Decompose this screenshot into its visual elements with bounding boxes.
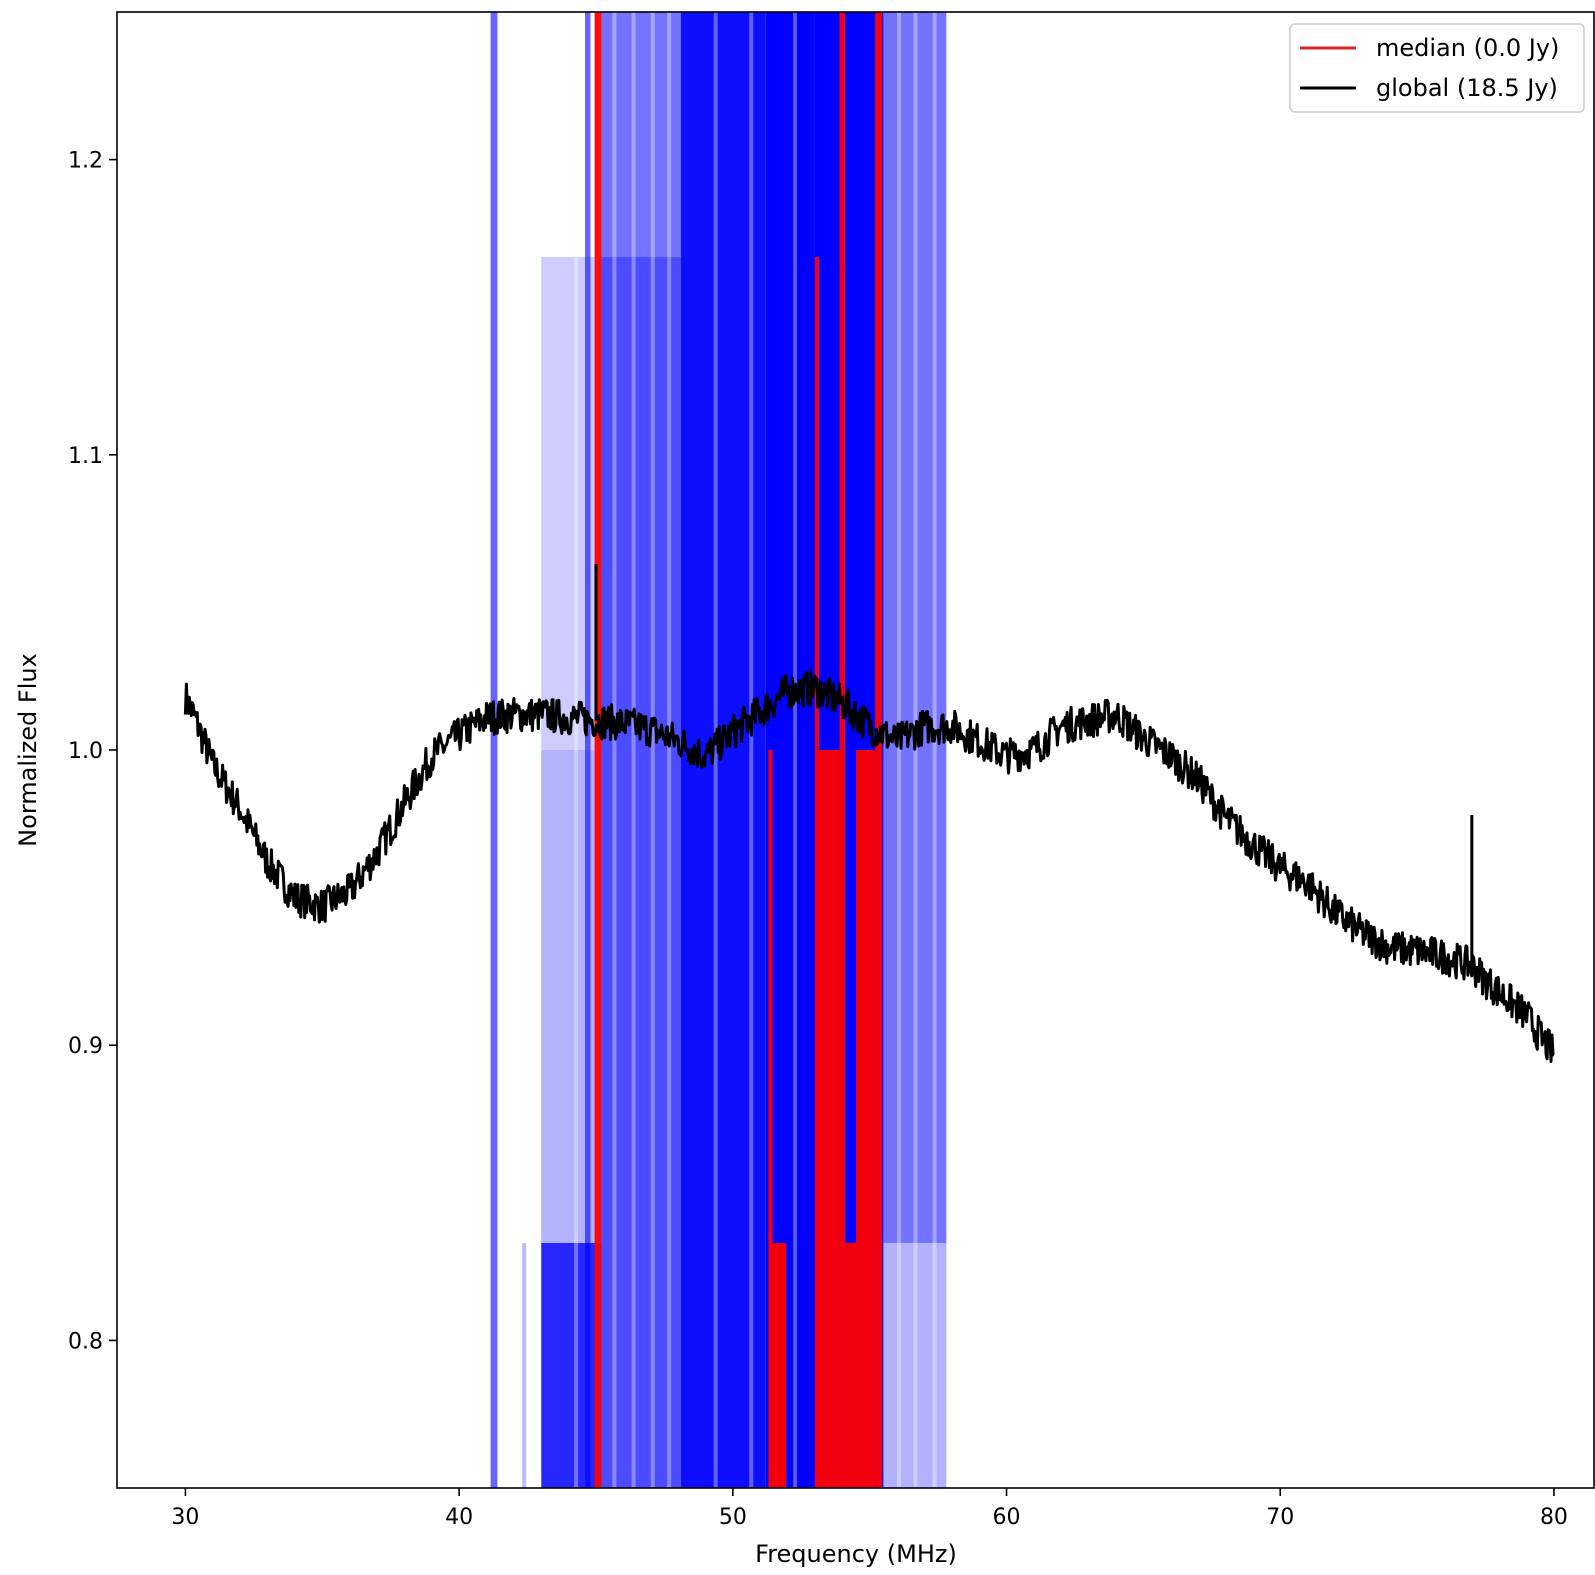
- rfi-flag-band-9: [765, 12, 815, 1488]
- median-segment-1: [768, 750, 773, 1488]
- y-tick-label-1: 0.9: [68, 1034, 103, 1059]
- rfi-streak-3: [650, 12, 655, 1488]
- x-tick-label-3: 60: [993, 1505, 1021, 1530]
- rfi-flag-layer: [490, 12, 947, 1488]
- x-tick-label-5: 80: [1540, 1505, 1568, 1530]
- median-segment-3: [814, 257, 820, 1488]
- median-segment-4: [819, 750, 840, 1488]
- series-layer: [183, 564, 1555, 1063]
- median-segment-5: [839, 12, 846, 1488]
- y-axis: 0.8 0.9 1.0 1.1 1.2: [68, 149, 117, 1354]
- rfi-flag-band-2: [541, 1242, 602, 1488]
- x-tick-label-0: 30: [171, 1505, 199, 1530]
- x-tick-label-4: 70: [1266, 1505, 1294, 1530]
- legend-label-1: global (18.5 Jy): [1376, 74, 1558, 102]
- y-tick-label-3: 1.1: [68, 444, 103, 469]
- legend: median (0.0 Jy) global (18.5 Jy): [1289, 23, 1585, 113]
- legend-box: [1289, 23, 1585, 113]
- rfi-streak-2: [631, 12, 636, 1488]
- x-axis-label: Frequency (MHz): [755, 1540, 957, 1568]
- rfi-flag-band-0: [490, 12, 498, 1488]
- x-tick-label-1: 40: [445, 1505, 473, 1530]
- rfi-flag-band-12: [883, 1242, 947, 1488]
- rfi-streak-10: [932, 12, 937, 1488]
- rfi-streak-1: [612, 12, 617, 1488]
- global-series-line: [183, 669, 1555, 1063]
- rfi-streak-0: [574, 12, 579, 1488]
- y-tick-label-0: 0.8: [68, 1329, 103, 1354]
- rfi-flag-band-7: [601, 257, 681, 1488]
- rfi-flag-band-4: [541, 257, 602, 750]
- rfi-streak-7: [793, 12, 798, 1488]
- x-tick-label-2: 50: [719, 1505, 747, 1530]
- rfi-flag-band-1: [522, 1242, 527, 1488]
- median-segment-7: [856, 750, 876, 1488]
- x-axis: 30 40 50 60 70 80: [171, 1488, 1568, 1530]
- rfi-flag-band-3: [541, 750, 602, 1243]
- median-layer: [594, 12, 883, 1488]
- y-axis-label: Normalized Flux: [14, 653, 42, 847]
- rfi-flag-band-5: [585, 12, 591, 1488]
- rfi-flag-band-11: [883, 12, 947, 1243]
- y-tick-label-4: 1.2: [68, 149, 103, 174]
- rfi-streak-6: [749, 12, 754, 1488]
- median-segment-6: [845, 1242, 856, 1488]
- rfi-streak-4: [667, 12, 672, 1488]
- y-tick-label-2: 1.0: [68, 739, 103, 764]
- median-segment-2: [772, 1242, 787, 1488]
- rfi-streak-5: [713, 12, 718, 1488]
- rfi-streak-8: [897, 12, 902, 1488]
- median-segment-0: [594, 12, 602, 1488]
- rfi-flag-band-6: [601, 12, 681, 1488]
- legend-label-0: median (0.0 Jy): [1376, 34, 1559, 62]
- median-segment-8: [875, 12, 883, 1488]
